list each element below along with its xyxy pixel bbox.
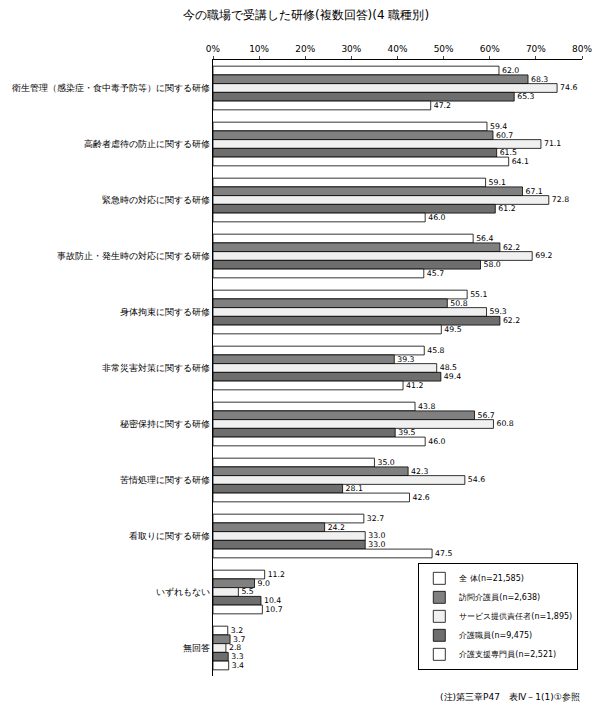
svg-text:48.5: 48.5 (440, 363, 457, 372)
svg-text:42.3: 42.3 (411, 467, 428, 476)
svg-text:45.7: 45.7 (427, 269, 444, 278)
svg-text:24.2: 24.2 (328, 523, 345, 532)
svg-text:全 体(n=21,585): 全 体(n=21,585) (459, 574, 524, 583)
svg-text:3.3: 3.3 (231, 652, 243, 661)
svg-text:60.8: 60.8 (496, 419, 513, 428)
svg-text:50%: 50% (434, 44, 454, 54)
svg-text:46.0: 46.0 (428, 213, 445, 222)
svg-text:32.7: 32.7 (367, 514, 384, 523)
svg-text:3.2: 3.2 (231, 626, 243, 635)
svg-text:46.0: 46.0 (428, 437, 445, 446)
svg-text:80%: 80% (572, 44, 592, 54)
svg-text:54.6: 54.6 (468, 475, 485, 484)
svg-text:35.0: 35.0 (377, 458, 394, 467)
svg-text:47.2: 47.2 (434, 101, 451, 110)
svg-text:58.0: 58.0 (484, 260, 501, 269)
svg-text:62.2: 62.2 (503, 243, 520, 252)
svg-text:61.5: 61.5 (500, 148, 517, 157)
svg-text:45.8: 45.8 (427, 346, 444, 355)
svg-text:59.3: 59.3 (490, 307, 507, 316)
svg-text:49.4: 49.4 (444, 372, 461, 381)
svg-text:59.4: 59.4 (490, 122, 507, 131)
svg-text:高齢者虐待の防止に関する研修: 高齢者虐待の防止に関する研修 (84, 139, 210, 149)
svg-text:5.5: 5.5 (241, 587, 253, 596)
svg-text:65.3: 65.3 (517, 92, 534, 101)
svg-text:今の職場で受講した研修(複数回答)(4 職種別): 今の職場で受講した研修(複数回答)(4 職種別) (183, 8, 429, 22)
svg-text:33.0: 33.0 (368, 540, 385, 549)
svg-text:秘密保持に関する研修: 秘密保持に関する研修 (120, 419, 210, 429)
svg-text:3.4: 3.4 (232, 661, 244, 670)
svg-text:43.8: 43.8 (418, 402, 435, 411)
svg-text:非常災害対策に関する研修: 非常災害対策に関する研修 (102, 363, 210, 373)
svg-text:20%: 20% (295, 44, 315, 54)
svg-text:49.5: 49.5 (444, 325, 461, 334)
svg-text:介護支援専門員(n=2,521): 介護支援専門員(n=2,521) (459, 650, 556, 659)
svg-text:42.6: 42.6 (413, 493, 430, 502)
svg-text:71.1: 71.1 (544, 139, 561, 148)
svg-text:74.6: 74.6 (560, 83, 577, 92)
svg-text:苦情処理に関する研修: 苦情処理に関する研修 (120, 475, 210, 485)
svg-text:60.7: 60.7 (496, 131, 513, 140)
svg-text:30%: 30% (341, 44, 361, 54)
svg-text:11.2: 11.2 (268, 570, 285, 579)
svg-text:56.7: 56.7 (478, 411, 495, 420)
svg-text:介護職員(n=9,475): 介護職員(n=9,475) (459, 631, 532, 640)
svg-text:10.4: 10.4 (264, 596, 281, 605)
svg-text:39.3: 39.3 (397, 355, 414, 364)
svg-text:衛生管理（感染症・食中毒予防等）に関する研修: 衛生管理（感染症・食中毒予防等）に関する研修 (12, 83, 210, 93)
svg-text:61.2: 61.2 (498, 204, 515, 213)
svg-text:10.7: 10.7 (265, 605, 282, 614)
svg-text:看取りに関する研修: 看取りに関する研修 (129, 531, 210, 541)
svg-text:41.2: 41.2 (406, 381, 423, 390)
svg-text:33.0: 33.0 (368, 531, 385, 540)
svg-text:70%: 70% (526, 44, 546, 54)
svg-text:59.1: 59.1 (489, 178, 506, 187)
svg-text:47.5: 47.5 (435, 549, 452, 558)
svg-text:3.7: 3.7 (233, 635, 245, 644)
svg-text:39.5: 39.5 (398, 428, 415, 437)
svg-text:0%: 0% (206, 44, 221, 54)
svg-text:サービス提供責任者(n=1,895): サービス提供責任者(n=1,895) (459, 612, 572, 621)
svg-text:9.0: 9.0 (258, 579, 270, 588)
svg-text:10%: 10% (249, 44, 269, 54)
svg-text:いずれもない: いずれもない (156, 587, 210, 597)
svg-text:28.1: 28.1 (346, 484, 363, 493)
svg-text:緊急時の対応に関する研修: 緊急時の対応に関する研修 (102, 195, 210, 205)
svg-text:64.1: 64.1 (512, 157, 529, 166)
svg-text:2.8: 2.8 (229, 643, 241, 652)
svg-text:(注)第三章P47 表Ⅳ－1(1)①参照: (注)第三章P47 表Ⅳ－1(1)①参照 (440, 692, 580, 702)
svg-text:56.4: 56.4 (476, 234, 493, 243)
svg-text:62.0: 62.0 (502, 66, 519, 75)
svg-text:身体拘束に関する研修: 身体拘束に関する研修 (120, 307, 210, 317)
svg-text:事故防止・発生時の対応に関する研修: 事故防止・発生時の対応に関する研修 (57, 251, 210, 261)
svg-text:無回答: 無回答 (183, 643, 210, 653)
svg-text:40%: 40% (387, 44, 407, 54)
svg-text:62.2: 62.2 (503, 316, 520, 325)
svg-text:67.1: 67.1 (526, 187, 543, 196)
svg-text:50.8: 50.8 (450, 299, 467, 308)
svg-text:55.1: 55.1 (470, 290, 487, 299)
svg-text:68.3: 68.3 (531, 75, 548, 84)
svg-text:訪問介護員(n=2,638): 訪問介護員(n=2,638) (459, 593, 540, 602)
svg-text:69.2: 69.2 (535, 251, 552, 260)
svg-text:60%: 60% (480, 44, 500, 54)
svg-text:72.8: 72.8 (552, 195, 569, 204)
